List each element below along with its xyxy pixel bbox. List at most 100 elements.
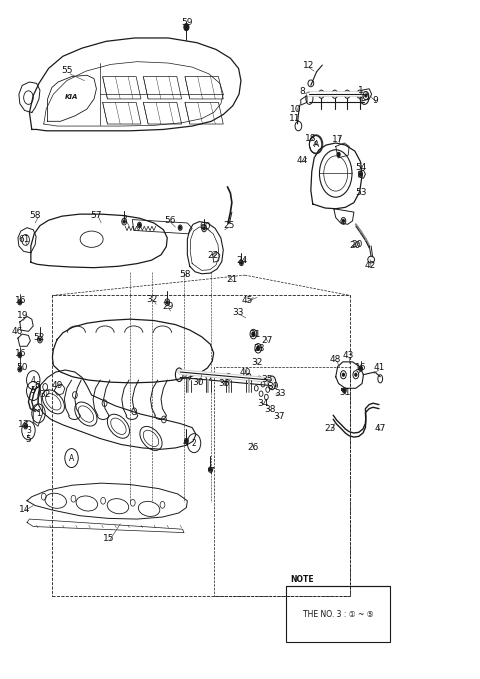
Text: 3: 3: [26, 426, 31, 435]
Text: 8: 8: [300, 87, 305, 96]
Text: 36: 36: [218, 379, 230, 388]
Circle shape: [257, 346, 260, 350]
Text: 25: 25: [224, 221, 235, 230]
Text: 34: 34: [258, 399, 269, 407]
Circle shape: [184, 24, 189, 31]
Text: 41: 41: [373, 363, 384, 373]
Circle shape: [365, 94, 367, 97]
Text: 21: 21: [226, 275, 238, 284]
Text: 28: 28: [253, 344, 264, 353]
Text: 32: 32: [147, 295, 158, 304]
Text: 48: 48: [330, 354, 341, 364]
Text: 1: 1: [358, 86, 363, 94]
Text: 47: 47: [374, 424, 386, 433]
Circle shape: [19, 301, 21, 304]
Text: 16: 16: [14, 349, 26, 359]
Text: 5: 5: [31, 386, 36, 395]
Text: 27: 27: [261, 335, 273, 345]
Text: 53: 53: [355, 188, 366, 197]
Text: A: A: [313, 140, 319, 149]
Text: 40: 40: [239, 367, 251, 377]
Text: THE NO. 3 : ① ~ ⑤: THE NO. 3 : ① ~ ⑤: [303, 610, 373, 619]
Circle shape: [355, 373, 357, 376]
Text: 43: 43: [342, 351, 354, 361]
Text: 22: 22: [207, 251, 218, 260]
Text: 32: 32: [251, 358, 263, 367]
Text: 38: 38: [264, 405, 276, 414]
Circle shape: [342, 219, 344, 222]
Text: 58: 58: [179, 270, 191, 279]
Text: 5: 5: [25, 435, 31, 443]
Text: 19: 19: [17, 310, 28, 320]
Circle shape: [166, 301, 168, 304]
Text: 20: 20: [349, 241, 360, 250]
Text: 2: 2: [192, 439, 196, 447]
Text: 45: 45: [241, 295, 253, 305]
Text: 9: 9: [372, 96, 378, 105]
Text: 6: 6: [35, 381, 40, 390]
Text: 55: 55: [61, 66, 72, 75]
Text: 11: 11: [289, 114, 300, 123]
Text: 35: 35: [261, 375, 273, 384]
Text: 14: 14: [18, 505, 30, 514]
Text: 51: 51: [339, 388, 350, 397]
Circle shape: [39, 338, 41, 341]
Text: 4: 4: [182, 438, 188, 447]
Text: 32: 32: [39, 390, 51, 399]
Text: 15: 15: [103, 534, 114, 543]
Text: 1: 1: [36, 409, 41, 418]
Text: 31: 31: [249, 330, 261, 340]
Circle shape: [203, 227, 205, 230]
Text: KIA: KIA: [65, 94, 78, 100]
Circle shape: [337, 153, 340, 157]
Circle shape: [123, 220, 125, 223]
Circle shape: [252, 332, 255, 336]
Text: 56: 56: [164, 216, 176, 225]
Text: 20: 20: [351, 240, 362, 249]
Text: A: A: [313, 141, 318, 147]
Circle shape: [360, 173, 361, 175]
Text: 42: 42: [365, 261, 376, 270]
Text: 33: 33: [274, 389, 286, 398]
Text: 16: 16: [355, 363, 366, 373]
Text: 60: 60: [200, 222, 211, 231]
Text: 29: 29: [162, 301, 173, 311]
Text: NOTE: NOTE: [290, 575, 313, 584]
Text: 50: 50: [16, 363, 27, 373]
Circle shape: [19, 368, 21, 371]
Text: 12: 12: [303, 61, 314, 70]
Text: 10: 10: [290, 105, 302, 113]
Text: 4: 4: [31, 375, 36, 385]
Text: 44: 44: [297, 156, 308, 165]
Text: 39: 39: [267, 382, 278, 391]
Circle shape: [209, 469, 211, 471]
Circle shape: [179, 226, 181, 229]
Circle shape: [139, 223, 141, 226]
Circle shape: [240, 261, 242, 264]
Text: 7: 7: [208, 467, 214, 476]
Text: 58: 58: [29, 211, 41, 220]
Text: A: A: [69, 454, 74, 462]
Text: 49: 49: [52, 381, 63, 390]
Circle shape: [360, 367, 361, 370]
Text: 54: 54: [355, 163, 366, 172]
Text: 16: 16: [15, 295, 26, 305]
Text: 2: 2: [121, 215, 127, 224]
Text: 17: 17: [332, 135, 343, 144]
Text: 23: 23: [324, 424, 336, 433]
Text: 46: 46: [11, 327, 23, 336]
Circle shape: [342, 373, 344, 376]
Text: 30: 30: [192, 378, 204, 386]
Text: 57: 57: [91, 211, 102, 220]
Circle shape: [19, 354, 21, 356]
Text: 52: 52: [33, 333, 45, 342]
Text: 24: 24: [237, 256, 248, 265]
Text: 26: 26: [248, 443, 259, 452]
Text: 59: 59: [181, 18, 193, 27]
Circle shape: [343, 389, 345, 392]
Text: 37: 37: [274, 411, 285, 420]
Text: 61: 61: [18, 235, 29, 244]
Text: 33: 33: [232, 308, 243, 317]
Text: 18: 18: [305, 134, 317, 143]
Circle shape: [24, 425, 26, 428]
